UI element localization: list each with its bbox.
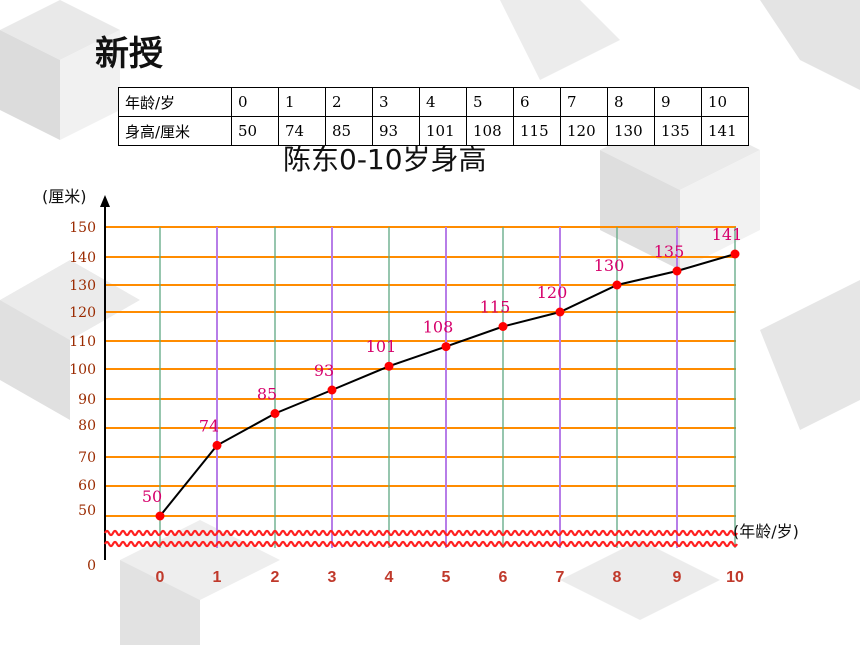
data-label: 135 (654, 242, 685, 261)
data-point (555, 307, 565, 317)
y-tick-label: 80 (78, 418, 96, 434)
axis-break-wave (104, 529, 738, 537)
y-tick-label: 100 (69, 362, 96, 378)
data-label: 108 (423, 318, 454, 337)
y-axis-label: (厘米) (42, 187, 87, 206)
table-cell: 135 (654, 116, 702, 146)
table-cell: 93 (372, 116, 420, 146)
x-tick-label: 1 (213, 569, 222, 586)
x-tick-label: 10 (726, 569, 744, 586)
x-tick-label: 6 (499, 569, 508, 586)
data-point (384, 361, 394, 371)
data-label: 130 (594, 256, 625, 275)
table-cell: 10 (701, 87, 749, 117)
data-point (730, 249, 740, 259)
table-cell: 141 (701, 116, 749, 146)
table-cell: 0 (231, 87, 279, 117)
data-point (672, 266, 682, 276)
y-tick-label: 60 (78, 478, 96, 494)
page-heading: 新授 (95, 34, 163, 74)
x-tick-label: 8 (613, 569, 622, 586)
x-tick-label: 7 (556, 569, 565, 586)
age-height-table: 年龄/岁 0 1 2 3 4 5 6 7 8 9 10 身高/厘米 50 74 … (118, 87, 749, 146)
y-tick-label: 150 (69, 220, 96, 236)
table-cell: 2 (325, 87, 373, 117)
y-tick-label: 90 (78, 392, 96, 408)
x-tick-label: 2 (271, 569, 280, 586)
table-row-height: 身高/厘米 50 74 85 93 101 108 115 120 130 13… (118, 116, 749, 146)
data-point (270, 409, 280, 418)
data-point (155, 511, 165, 521)
data-point (441, 342, 451, 352)
x-tick-label: 5 (442, 569, 451, 586)
y-tick-label: 140 (69, 250, 96, 266)
data-label: 50 (142, 487, 162, 506)
table-cell: 120 (560, 116, 608, 146)
data-label: 101 (366, 337, 397, 356)
y-tick-label: 110 (69, 334, 96, 350)
data-point (612, 280, 622, 290)
table-cell: 85 (325, 116, 373, 146)
axis-break-wave (104, 540, 738, 548)
y-tick-label: 70 (78, 450, 96, 466)
y-tick-label: 0 (87, 558, 96, 574)
data-label: 141 (712, 225, 743, 244)
data-label: 115 (480, 298, 511, 317)
table-cell: 101 (419, 116, 467, 146)
table-row-age: 年龄/岁 0 1 2 3 4 5 6 7 8 9 10 (118, 87, 749, 117)
data-point (498, 322, 508, 331)
x-tick-label: 4 (385, 569, 394, 586)
x-tick-label: 9 (673, 569, 682, 586)
series-line (159, 253, 736, 517)
table-cell: 130 (607, 116, 655, 146)
data-label: 93 (314, 361, 334, 380)
table-cell: 1 (278, 87, 326, 117)
x-tick-label: 3 (328, 569, 337, 586)
data-point (327, 385, 337, 395)
chart-title: 陈东0-10岁身高 (283, 143, 487, 176)
x-tick-label: 0 (156, 569, 165, 586)
y-axis-arrow (100, 195, 110, 207)
data-label: 120 (537, 283, 568, 302)
table-cell: 115 (513, 116, 561, 146)
y-tick-label: 50 (78, 503, 96, 519)
table-cell: 50 (231, 116, 279, 146)
table-cell: 3 (372, 87, 420, 117)
data-point (212, 440, 222, 450)
y-tick-label: 120 (69, 305, 96, 321)
data-label: 85 (257, 385, 277, 404)
x-axis-label: (年龄/岁) (733, 522, 799, 541)
data-label: 74 (199, 416, 219, 435)
table-cell: 7 (560, 87, 608, 117)
y-tick-label: 130 (69, 278, 96, 294)
table-cell: 74 (278, 116, 326, 146)
